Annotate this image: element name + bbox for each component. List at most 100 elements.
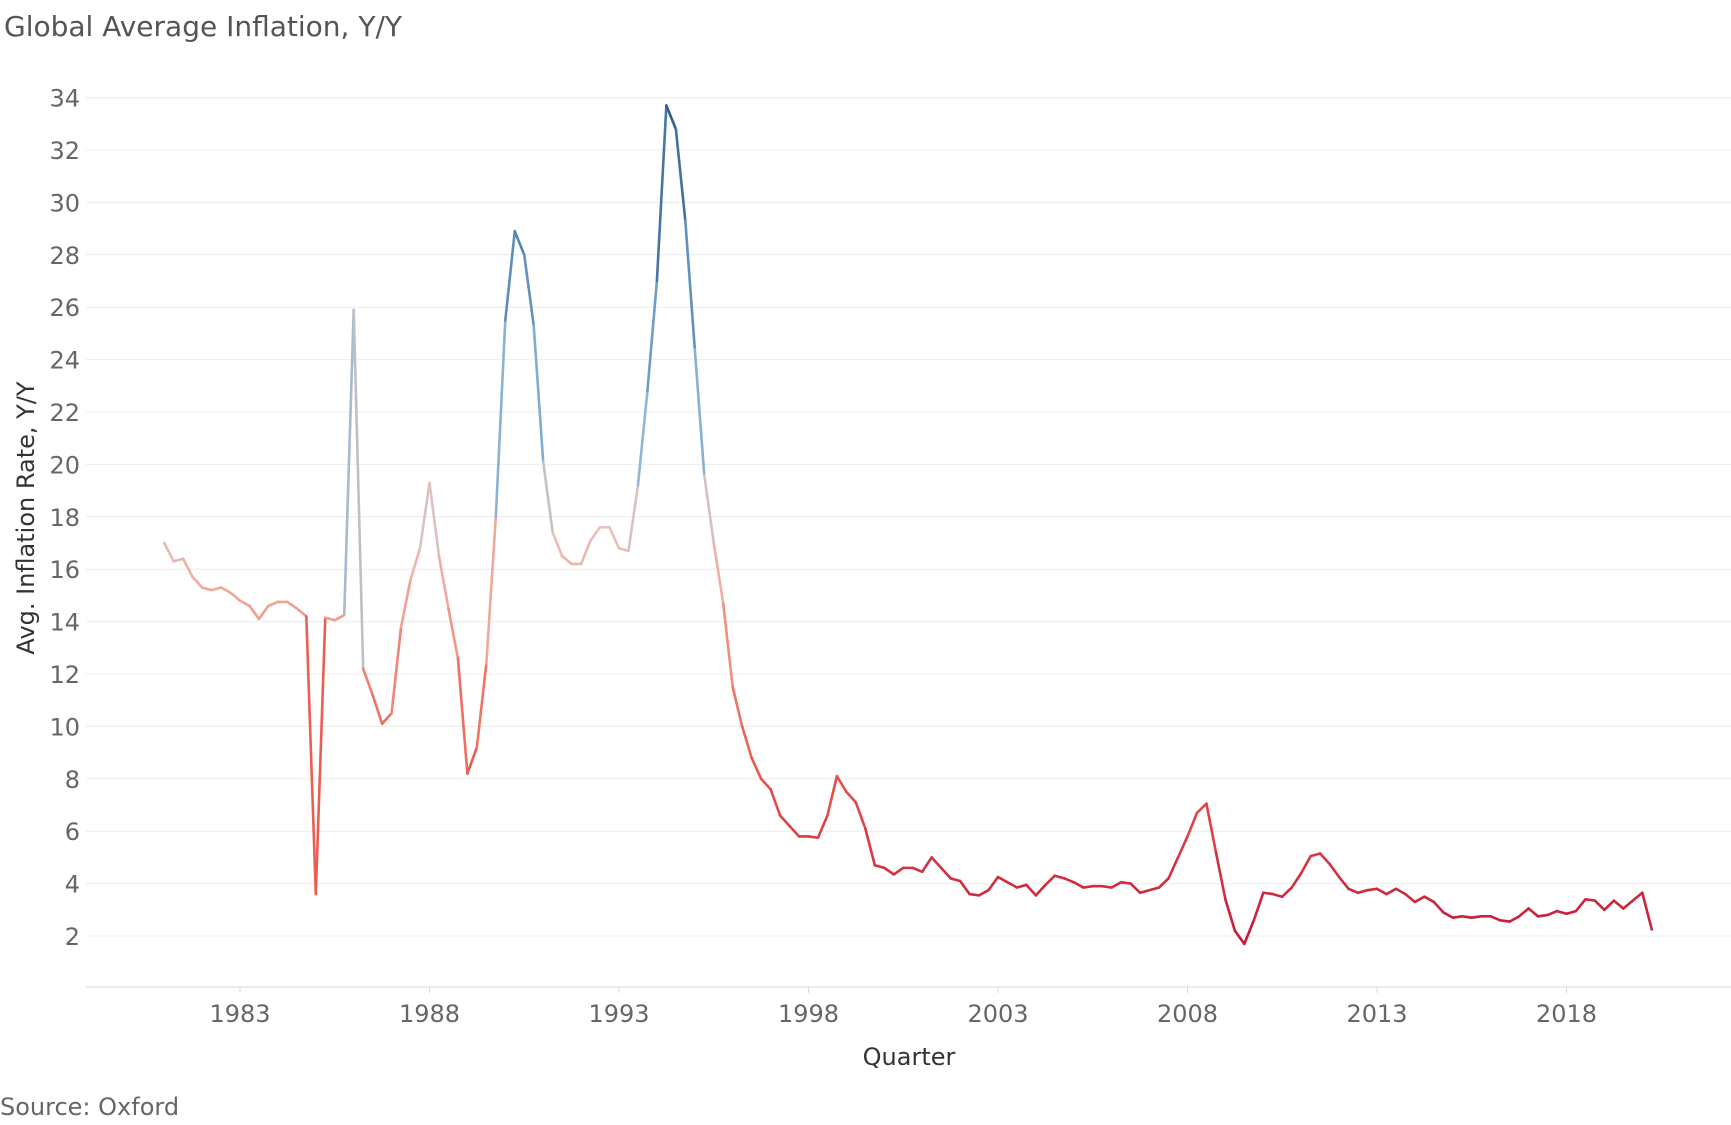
series-segment [1527,907,1540,918]
series-segment [816,814,829,840]
series-segment [1347,887,1360,895]
series-segment [1631,891,1644,902]
series-segment [911,866,924,874]
series-segment [845,790,858,804]
series-segment [456,656,469,775]
series-segment [1584,898,1597,902]
series-segment [740,725,753,760]
series-segment [390,625,403,715]
y-tick-label: 6 [65,818,80,846]
y-tick-label: 24 [49,347,80,375]
series-segment [617,546,630,553]
chart-title: Global Average Inflation, Y/Y [4,10,402,43]
series-segment [778,814,791,828]
series-segment [712,541,725,605]
series-segment [636,389,649,487]
series-segment [1489,915,1502,922]
series-segment [958,879,971,896]
y-tick-label: 8 [65,766,80,794]
series-segment [295,607,308,618]
series-segment [1100,884,1113,889]
series-segment [229,591,242,602]
series-segment [1119,880,1132,885]
series-segment [333,613,346,622]
series-segment [968,892,981,897]
y-tick-label: 32 [49,137,80,165]
series-segment [854,801,867,830]
series-segment [1404,892,1417,904]
series-segment [930,856,943,870]
series-segment [1290,871,1303,889]
x-axis-title: Quarter [863,1043,956,1071]
series-segment [485,515,498,665]
series-segment [1186,811,1199,838]
series-segment [721,601,735,689]
x-tick-label: 1983 [209,1000,270,1028]
series-segment [655,104,668,283]
series-segment [589,525,602,542]
series-segment [769,787,782,817]
series-segment [1423,895,1436,904]
x-axis: 1983 1988 1993 1998 2003 2008 2013 2018 [209,987,1597,1028]
y-tick-label: 26 [49,294,80,322]
series-segment [314,616,327,896]
series-segment [1053,874,1066,880]
series-segment [1442,911,1455,919]
inflation-series-line [162,104,1654,946]
series-segment [1262,891,1275,896]
series-segment [1546,909,1559,917]
x-tick-label: 1988 [399,1000,460,1028]
series-segment [1498,918,1511,923]
series-segment [1243,918,1256,946]
series-segment [409,546,422,581]
series-segment [1432,900,1445,914]
series-segment [788,824,801,838]
series-segment [1176,835,1189,859]
series-segment [352,308,365,671]
series-segment [1167,856,1180,880]
series-segment [200,586,213,592]
series-segment [1328,862,1341,879]
series-segment [1603,899,1616,912]
series-segment [380,711,393,726]
series-segment [1034,883,1047,897]
series-segment [674,127,687,223]
y-tick-label: 14 [49,609,80,637]
x-tick-label: 2008 [1157,1000,1218,1028]
series-segment [219,586,232,595]
series-segment [939,866,952,880]
series-segment [627,484,640,553]
x-tick-label: 2018 [1536,1000,1597,1028]
series-segment [1337,875,1350,891]
series-segment [1574,898,1587,913]
series-segment [361,667,374,697]
series-segment [864,827,877,867]
series-segment [257,604,270,621]
y-tick-label: 12 [49,661,80,689]
series-segment [1081,884,1095,889]
series-segment [323,616,337,622]
series-segment [1460,915,1474,919]
y-tick-label: 4 [65,871,80,899]
series-segment [1366,887,1379,892]
y-tick-label: 34 [49,85,80,113]
series-segment [541,460,554,534]
series-segment [1195,802,1208,815]
series-segment [1280,886,1294,899]
series-segment [1063,877,1076,884]
series-segment [807,835,820,840]
series-segment [286,600,299,610]
y-axis-title: Avg. Inflation Rate, Y/Y [12,381,40,654]
series-segment [1413,895,1426,904]
y-tick-label: 2 [65,923,80,951]
series-segment [1015,883,1028,889]
series-segment [267,600,280,608]
series-segment [1394,887,1407,896]
series-segment [1565,909,1578,916]
series-segment [1205,802,1218,854]
series-segment [162,541,175,563]
y-tick-label: 30 [49,189,80,217]
series-segment [835,774,848,794]
